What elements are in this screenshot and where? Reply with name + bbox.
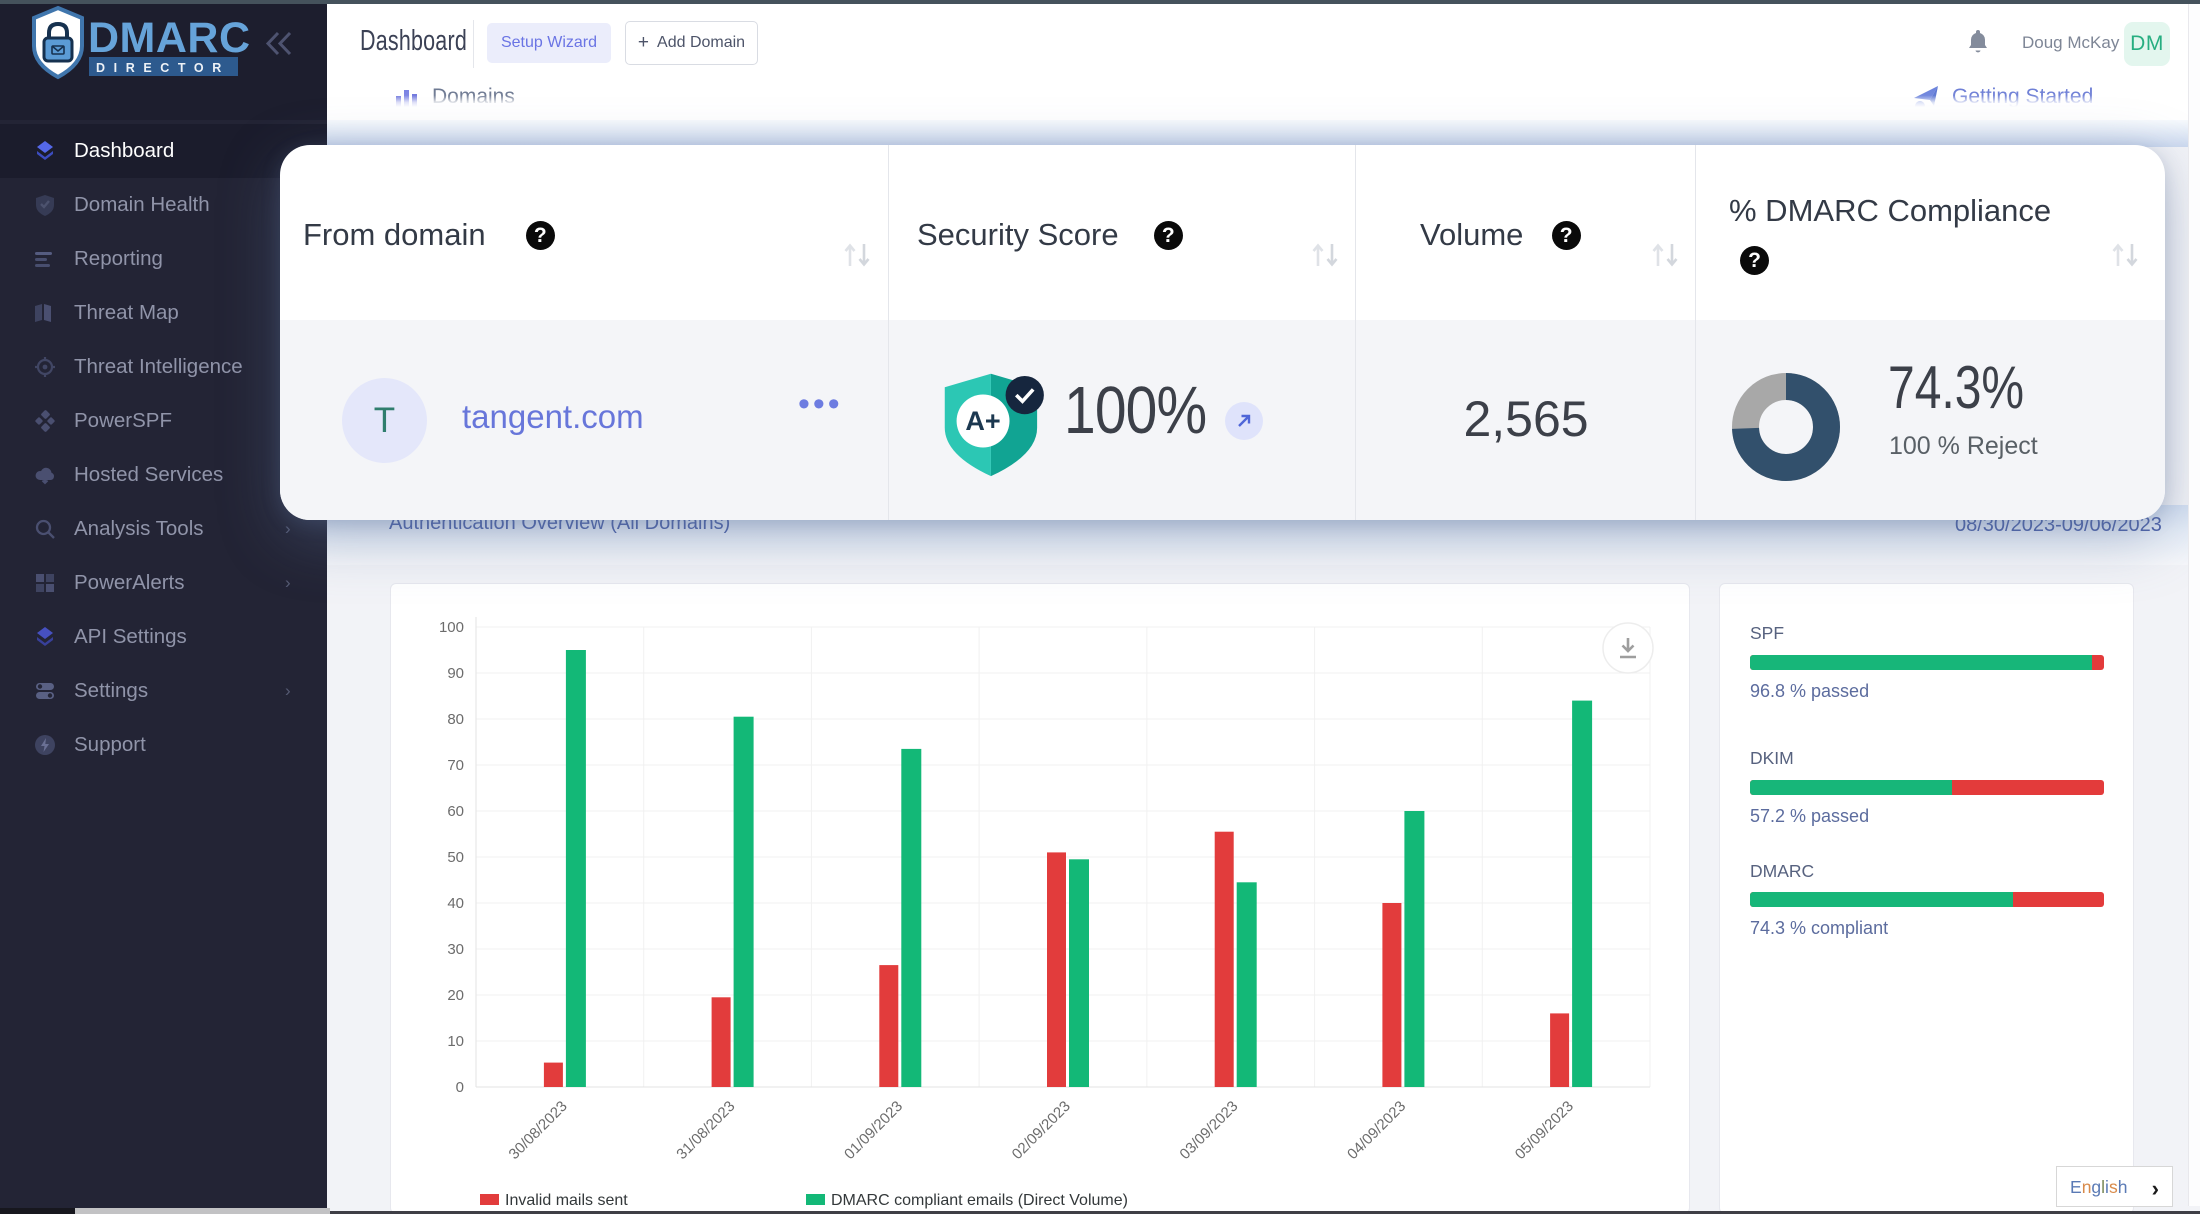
svg-text:80: 80 xyxy=(447,711,464,728)
svg-text:100: 100 xyxy=(439,619,464,636)
svg-text:02/09/2023: 02/09/2023 xyxy=(1009,1098,1074,1163)
svg-text:90: 90 xyxy=(447,665,464,682)
svg-text:10: 10 xyxy=(447,1033,464,1050)
svg-text:01/09/2023: 01/09/2023 xyxy=(841,1098,906,1163)
svg-text:20: 20 xyxy=(447,987,464,1004)
svg-text:60: 60 xyxy=(447,803,464,820)
svg-text:0: 0 xyxy=(456,1079,464,1096)
svg-text:70: 70 xyxy=(447,757,464,774)
svg-text:DMARC compliant emails (Direct: DMARC compliant emails (Direct Volume) xyxy=(831,1192,1128,1209)
svg-text:04/09/2023: 04/09/2023 xyxy=(1344,1098,1409,1163)
svg-text:Invalid mails sent: Invalid mails sent xyxy=(505,1192,628,1209)
svg-text:30/08/2023: 30/08/2023 xyxy=(506,1098,571,1163)
svg-text:DMARC: DMARC xyxy=(88,14,251,62)
svg-text:50: 50 xyxy=(447,849,464,866)
svg-text:05/09/2023: 05/09/2023 xyxy=(1512,1098,1577,1163)
svg-text:A+: A+ xyxy=(965,406,1000,436)
svg-text:DIRECTOR: DIRECTOR xyxy=(96,61,230,75)
svg-text:40: 40 xyxy=(447,895,464,912)
svg-text:03/09/2023: 03/09/2023 xyxy=(1176,1098,1241,1163)
svg-text:30: 30 xyxy=(447,941,464,958)
svg-text:31/08/2023: 31/08/2023 xyxy=(673,1098,738,1163)
